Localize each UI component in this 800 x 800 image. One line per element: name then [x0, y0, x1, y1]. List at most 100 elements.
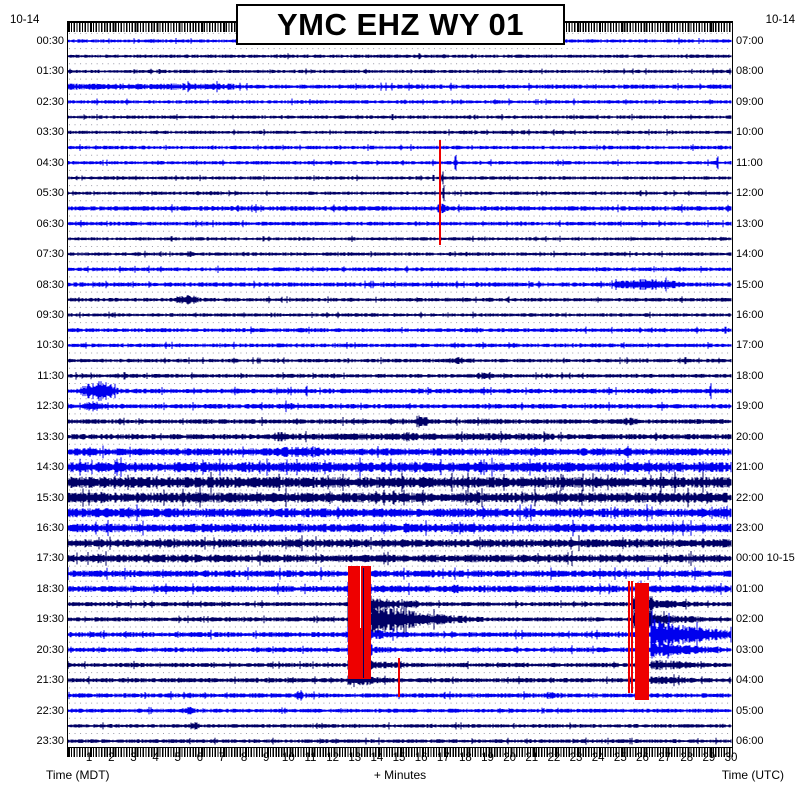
minute-label: 16 — [414, 752, 428, 764]
minute-axis: 1 2 3 4 5 6 7 8 9 10 11 12 13 14 15 16 17 18 19 20 21 22 23 24 2… — [67, 752, 737, 765]
time-label: 16:30 — [36, 522, 64, 535]
trace-line-0330 — [68, 129, 732, 136]
time-label: 20:30 — [36, 643, 64, 656]
trace-line-2300 — [68, 722, 732, 730]
time-label: 22:00 — [736, 491, 764, 504]
clipped-signal-mark — [628, 581, 630, 693]
trace-line-0800 — [68, 265, 732, 273]
minute-label: 19 — [481, 752, 494, 764]
time-label: 23:30 — [36, 735, 64, 748]
time-label: 14:30 — [36, 461, 64, 474]
trace-line-1030 — [68, 341, 732, 350]
trace-line-0700 — [68, 235, 732, 242]
minute-label: 12 — [326, 752, 339, 764]
clipped-signal-mark — [363, 568, 364, 678]
trace-line-0300 — [68, 113, 732, 121]
time-label: 05:30 — [36, 187, 64, 200]
trace-line-1230 — [68, 400, 732, 413]
mdt-axis-caption: Time (MDT) — [46, 768, 110, 782]
trace-line-1630 — [68, 519, 732, 537]
clipped-signal-mark — [348, 566, 371, 679]
trace-line-0930 — [68, 311, 732, 319]
minute-label: 23 — [569, 752, 583, 764]
trace-line-1300 — [68, 415, 732, 428]
trace-line-1700 — [68, 535, 732, 552]
trace-line-0400 — [68, 144, 732, 151]
trace-line-0530 — [68, 185, 732, 202]
time-label: 01:30 — [36, 65, 64, 78]
minute-label: 11 — [304, 752, 317, 764]
time-label: 15:00 — [736, 278, 764, 291]
minute-label: 20 — [503, 752, 517, 764]
time-label: 13:30 — [36, 430, 64, 443]
time-label: 01:00 — [736, 582, 764, 595]
trace-line-0100 — [68, 53, 732, 60]
minute-label: 28 — [680, 752, 694, 764]
utc-axis-caption: Time (UTC) — [721, 768, 784, 782]
trace-line-0500 — [68, 171, 732, 185]
minute-label: 22 — [547, 752, 561, 764]
time-label: 10:30 — [36, 339, 64, 352]
minute-label: 3 — [130, 752, 137, 764]
time-label: 19:00 — [736, 400, 764, 413]
time-label: 08:30 — [36, 278, 64, 291]
time-label: 04:30 — [36, 156, 64, 169]
clipped-signal-mark — [631, 581, 633, 693]
minute-label: 14 — [370, 752, 384, 764]
time-label: 15:30 — [36, 491, 64, 504]
time-label: 00:00 10-15 — [736, 552, 795, 565]
time-label: 23:00 — [736, 522, 764, 535]
trace-line-0600 — [68, 203, 732, 214]
minute-label: 5 — [174, 752, 181, 764]
minute-label: 25 — [613, 752, 627, 764]
minute-label: 17 — [436, 752, 450, 764]
trace-line-2330 — [68, 737, 732, 745]
minute-label: 2 — [108, 752, 115, 764]
time-label: 03:00 — [736, 643, 764, 656]
time-label: 22:30 — [36, 704, 64, 717]
time-label: 00:30 — [36, 35, 64, 47]
minute-label: 13 — [348, 752, 362, 764]
minute-label: 29 — [702, 752, 716, 764]
time-label: 11:30 — [37, 369, 64, 382]
trace-line-1430 — [68, 457, 732, 477]
time-label: 16:00 — [736, 308, 764, 321]
time-label: 20:00 — [736, 430, 764, 443]
time-label: 09:00 — [736, 95, 764, 108]
time-label: 21:30 — [36, 674, 64, 687]
minute-label: 21 — [525, 752, 539, 764]
clipped-signal-mark — [439, 140, 441, 245]
clipped-signal-mark — [635, 583, 649, 700]
trace-line-1130 — [68, 372, 732, 380]
trace-line-0900 — [68, 295, 732, 305]
time-label: 21:00 — [736, 461, 764, 474]
seismogram-traces — [68, 32, 732, 745]
trace-line-0200 — [68, 81, 732, 93]
time-label: 05:00 — [736, 704, 764, 717]
date-label-right: 10-14 — [765, 14, 795, 26]
trace-line-1330 — [68, 430, 732, 443]
time-label: 06:30 — [36, 217, 64, 230]
time-label: 02:00 — [736, 613, 764, 626]
minute-label: 27 — [658, 752, 671, 764]
trace-line-0830 — [68, 277, 732, 292]
station-title: YMC EHZ WY 01 — [236, 4, 565, 45]
trace-line-0730 — [68, 250, 732, 258]
time-label: 11:00 — [736, 156, 763, 169]
time-label: 06:00 — [736, 735, 764, 748]
time-label: 14:00 — [736, 248, 764, 261]
minute-label: 6 — [196, 752, 203, 764]
time-label: 12:30 — [36, 400, 64, 413]
minute-label: 24 — [591, 752, 605, 764]
minute-label: 1 — [85, 752, 93, 764]
minute-label: 18 — [458, 752, 472, 764]
minute-label: 30 — [724, 752, 738, 764]
trace-line-0630 — [68, 220, 732, 228]
time-label: 17:00 — [736, 339, 764, 352]
trace-line-1730 — [68, 551, 732, 566]
time-label: 17:30 — [36, 552, 64, 565]
time-label: 04:00 — [736, 674, 764, 687]
clipped-signal-mark — [360, 566, 361, 628]
trace-line-1400 — [68, 445, 732, 459]
